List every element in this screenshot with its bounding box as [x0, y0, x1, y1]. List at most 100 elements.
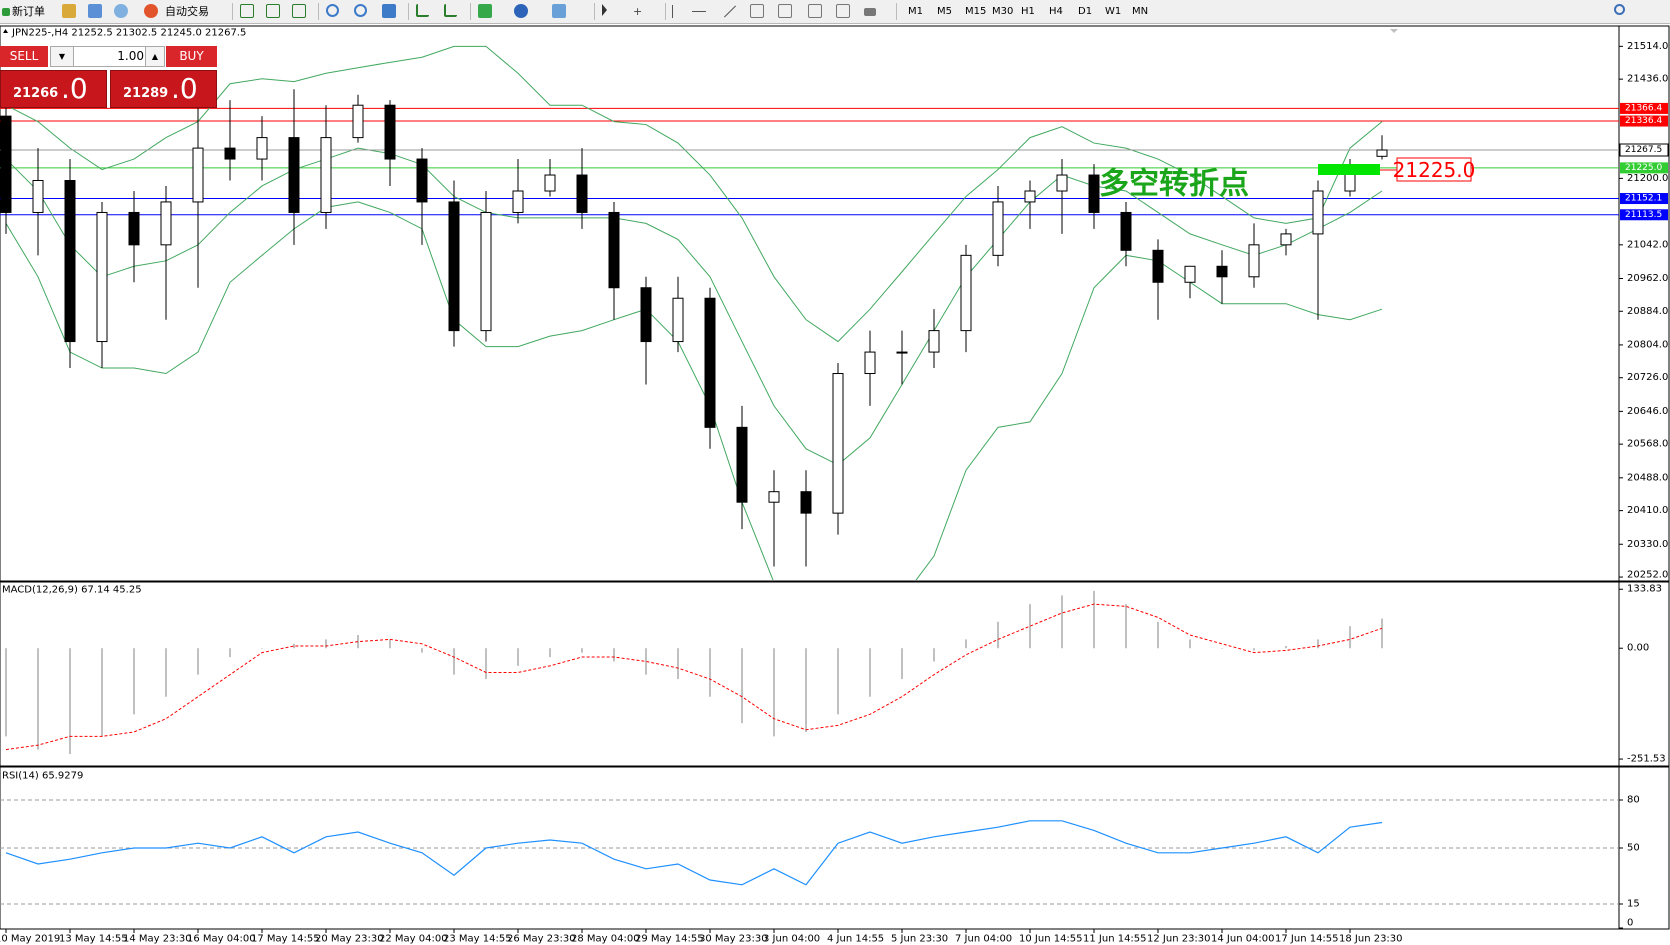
icon[interactable]	[672, 5, 673, 18]
icon[interactable]	[836, 4, 850, 18]
timeframe-button[interactable]: M1	[908, 6, 923, 17]
icon[interactable]	[552, 4, 566, 18]
icon[interactable]	[382, 4, 396, 18]
macd-panel-border	[0, 581, 1670, 767]
candle-body	[800, 491, 812, 514]
icon[interactable]	[62, 4, 76, 18]
icon[interactable]	[692, 11, 706, 12]
ask-fraction: .0	[171, 72, 198, 105]
y-tick-label: 21514.0	[1627, 41, 1668, 52]
macd-bar	[645, 648, 647, 675]
timeframe-button[interactable]: H1	[1021, 6, 1035, 17]
timeframe-button[interactable]: H4	[1049, 6, 1063, 17]
candle-body	[736, 426, 748, 503]
icon[interactable]	[326, 4, 339, 17]
icon[interactable]	[478, 4, 492, 18]
icon[interactable]	[354, 4, 367, 17]
one-click-trading: SELL ▼ 1.00 ▲ BUY 21266.0 21289.0	[0, 46, 218, 110]
icon[interactable]	[292, 4, 306, 18]
y-tick-label: 20726.0	[1627, 372, 1668, 383]
candle-body	[1056, 174, 1068, 192]
candle-body	[1216, 265, 1228, 278]
y-tick-label: 20804.0	[1627, 339, 1668, 350]
icon[interactable]	[144, 4, 158, 18]
macd-bar	[1221, 648, 1223, 649]
search-icon[interactable]	[1614, 4, 1625, 15]
new-order-button[interactable]: 新订单	[12, 5, 45, 18]
macd-bar	[613, 648, 615, 662]
timeframe-button[interactable]: D1	[1078, 6, 1093, 17]
macd-bar	[1317, 639, 1319, 649]
icon[interactable]	[602, 4, 607, 16]
candle-body	[1088, 174, 1100, 213]
auto-trading-button[interactable]: 自动交易	[165, 5, 209, 18]
icon[interactable]	[114, 4, 128, 18]
lot-input[interactable]: 1.00	[73, 46, 149, 67]
y-tick-label: 20330.0	[1627, 539, 1668, 550]
candle-body	[992, 201, 1004, 256]
candle-body	[960, 254, 972, 332]
macd-bar	[101, 648, 103, 737]
candle-body	[704, 297, 716, 428]
icon[interactable]	[444, 4, 457, 17]
macd-bar	[229, 648, 231, 658]
macd-bar	[1285, 646, 1287, 649]
shift-marker	[1390, 29, 1398, 33]
icon[interactable]	[778, 4, 792, 18]
icon[interactable]	[750, 4, 764, 18]
toolbar: 新订单 自动交易 + M1 M5 M15 M30 H1 H4 D1 W1 MN	[0, 0, 1670, 24]
price-level-label: 21225.0	[1625, 163, 1662, 173]
rsi-header: RSI(14) 65.9279	[2, 771, 83, 782]
macd-bar	[1157, 621, 1159, 649]
icon[interactable]	[864, 8, 876, 16]
ask-price-box[interactable]: 21289.0	[110, 70, 217, 108]
candle-body	[64, 179, 76, 343]
icon[interactable]	[416, 4, 429, 17]
icon[interactable]	[514, 4, 528, 18]
lot-down[interactable]: ▼	[50, 46, 74, 67]
y-tick-label: 20488.0	[1627, 472, 1668, 483]
x-tick-label: 26 May 23:30	[507, 934, 576, 945]
macd-bar	[1349, 626, 1351, 649]
candle-body	[1184, 265, 1196, 283]
bid-fraction: .0	[61, 72, 88, 105]
macd-bar	[1029, 604, 1031, 649]
sell-button[interactable]: SELL	[0, 46, 48, 67]
macd-bar	[965, 639, 967, 649]
timeframe-button[interactable]: M5	[937, 6, 952, 17]
macd-bar	[773, 648, 775, 737]
icon[interactable]	[266, 4, 280, 18]
macd-bar	[517, 648, 519, 666]
bid-price-box[interactable]: 21266.0	[0, 70, 107, 108]
x-tick-label: 17 May 14:55	[251, 934, 320, 945]
separator	[896, 3, 897, 20]
x-tick-label: 4 Jun 14:55	[827, 934, 884, 945]
separator	[232, 3, 233, 20]
macd-bar	[1381, 618, 1383, 649]
macd-bar	[805, 648, 807, 732]
y-tick-label: 50	[1627, 843, 1640, 854]
icon[interactable]: +	[633, 5, 643, 18]
icon[interactable]	[808, 4, 822, 18]
macd-bar	[581, 648, 583, 653]
annotation: 多空转折点	[1099, 167, 1249, 202]
x-tick-label: 29 May 14:55	[635, 934, 704, 945]
candle-body	[288, 137, 300, 213]
timeframe-button[interactable]: M15	[965, 6, 987, 17]
candle-body	[544, 174, 556, 192]
icon[interactable]	[88, 4, 102, 18]
candle-body	[1376, 149, 1388, 157]
timeframe-button[interactable]: MN	[1132, 6, 1149, 17]
candle-body	[1248, 244, 1260, 278]
x-tick-label: 30 May 23:30	[699, 934, 768, 945]
icon[interactable]	[240, 4, 254, 18]
x-tick-label: 12 Jun 23:30	[1147, 934, 1211, 945]
bid-price: 21266	[13, 86, 59, 101]
lot-up[interactable]: ▲	[145, 46, 165, 67]
y-tick-label: 21042.0	[1627, 239, 1668, 250]
timeframe-button[interactable]: M30	[992, 6, 1014, 17]
timeframe-button[interactable]: W1	[1105, 6, 1122, 17]
buy-button[interactable]: BUY	[166, 46, 217, 67]
candle-body	[1312, 190, 1324, 235]
